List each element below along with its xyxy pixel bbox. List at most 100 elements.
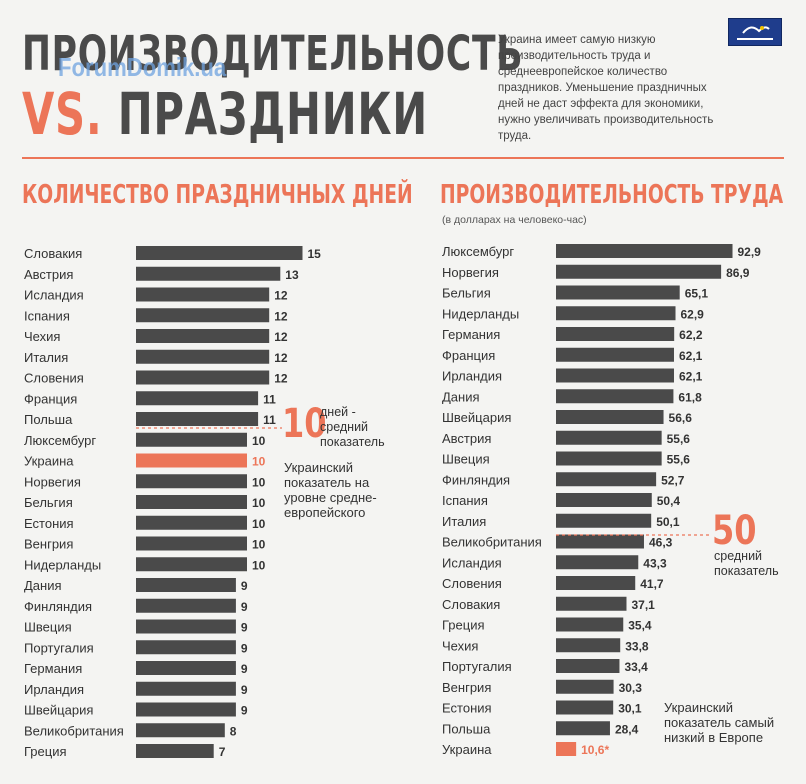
category-label-словения: Словения [24,371,84,386]
holidays-average-label: дней - средний показатель [320,405,385,449]
category-label-швеция: Швеция [24,620,72,635]
category-label-великобритания: Великобритания [442,535,542,550]
category-label-люксембург: Люксембург [24,433,96,448]
bar-германия [136,661,236,675]
value-label-іспания: 50,4 [657,494,681,508]
productivity-chart-subtitle: (в долларах на человеко-час) [442,214,587,226]
bar-австрия [136,266,281,281]
value-label-словения: 41,7 [640,577,664,591]
value-label-нидерланды: 62,9 [681,307,705,321]
value-label-польша: 11 [263,413,276,427]
category-label-швейцария: Швейцария [442,410,511,425]
value-label-ирландия: 62,1 [679,370,703,384]
value-label-германия: 9 [241,662,248,676]
bar-норвегия [556,264,722,279]
category-label-бельгия: Бельгия [442,286,491,301]
category-label-польша: Польша [442,721,491,736]
category-label-италия: Италия [442,514,486,529]
bar-естония [556,700,614,715]
value-label-великобритания: 46,3 [649,536,673,550]
value-label-греция: 35,4 [628,619,652,633]
bar-греция [556,617,624,632]
category-label-финляндия: Финляндия [442,472,510,487]
category-label-чехия: Чехия [24,329,60,344]
value-label-италия: 12 [274,351,288,365]
value-label-финляндия: 52,7 [661,473,685,487]
category-label-польша: Польша [24,412,73,427]
watermark: ForumDomik.ua [58,52,227,82]
main-title-line2: VS. ПРАЗДНИКИ [22,80,428,148]
category-label-греция: Греция [24,744,67,759]
category-label-норвегия: Норвегия [24,474,81,489]
bar-италия [556,513,652,528]
bar-словакия [136,246,303,260]
value-label-венгрия: 30,3 [619,681,643,695]
category-label-естония: Естония [442,701,492,716]
bar-исландия [556,555,639,570]
value-label-дания: 61,8 [678,390,702,404]
bar-бельгия [136,495,247,509]
productivity-ukraine-note: Украинский показатель самый низкий в Евр… [664,700,775,745]
category-label-дания: Дания [24,578,62,593]
value-label-германия: 62,2 [679,328,703,342]
bar-великобритания [136,723,225,738]
category-label-великобритания: Великобритания [24,723,124,738]
title-holidays: ПРАЗДНИКИ [117,80,428,148]
value-label-великобритания: 8 [230,724,237,738]
category-label-австрия: Австрия [442,431,491,446]
bar-дания [136,578,236,592]
bar-нидерланды [136,557,247,572]
category-label-венгрия: Венгрия [24,537,73,552]
bar-чехия [556,638,621,653]
category-label-венгрия: Венгрия [442,680,491,695]
value-label-естония: 30,1 [618,702,642,716]
bar-люксембург [556,244,733,258]
productivity-chart-title: ПРОИЗВОДИТЕЛЬНОСТЬ ТРУДА [440,180,784,210]
main-title-line1: ПРОИЗВОДИТЕЛЬНОСТЬ [22,26,524,82]
value-label-швеция: 55,6 [667,453,691,467]
bar-словения [136,370,270,385]
value-label-португалия: 9 [241,641,248,655]
bar-люксембург [136,432,247,447]
category-label-исландия: Исландия [24,288,84,303]
bar-венгрия [556,679,614,694]
bar-финляндия [136,598,236,613]
value-label-украина: 10,6* [581,743,609,757]
bar-словакия [556,596,627,611]
value-label-люксембург: 10 [252,434,266,448]
category-label-нидерланды: Нидерланды [24,557,101,572]
category-label-словакия: Словакия [24,246,82,261]
bar-португалия [136,640,236,655]
value-label-польша: 28,4 [615,722,639,736]
value-label-греция: 7 [219,745,226,759]
value-label-естония: 10 [252,517,266,531]
bar-іспания [556,493,652,507]
category-label-чехия: Чехия [442,638,478,653]
intro-text: Украина имеет самую низкую производитель… [498,34,714,142]
bar-франция [136,391,259,406]
category-label-словакия: Словакия [442,597,500,612]
bar-польша [136,412,259,426]
category-label-италия: Италия [24,350,68,365]
value-label-чехия: 33,8 [625,639,649,653]
value-label-іспания: 12 [274,309,288,323]
category-label-украина: Украина [442,742,492,757]
bar-франция [556,347,674,362]
bar-финляндия [556,472,657,487]
category-label-естония: Естония [24,516,74,531]
category-label-швеция: Швеция [442,452,490,467]
value-label-италия: 50,1 [656,515,680,529]
category-label-франция: Франция [24,391,77,406]
holidays-ukraine-note: Украинский показатель на уровне средне-е… [284,460,377,520]
bar-венгрия [136,536,247,551]
value-label-исландия: 12 [274,289,288,303]
productivity-average-label: средний показатель [714,549,779,578]
title-vs: VS. [22,80,103,148]
value-label-ирландия: 9 [241,683,248,697]
category-label-іспания: Іспания [24,308,70,323]
category-label-португалия: Португалия [24,640,94,655]
category-label-нидерланды: Нидерланды [442,306,519,321]
value-label-венгрия: 10 [252,538,266,552]
category-label-украина: Украина [24,454,74,469]
value-label-бельгия: 10 [252,496,266,510]
